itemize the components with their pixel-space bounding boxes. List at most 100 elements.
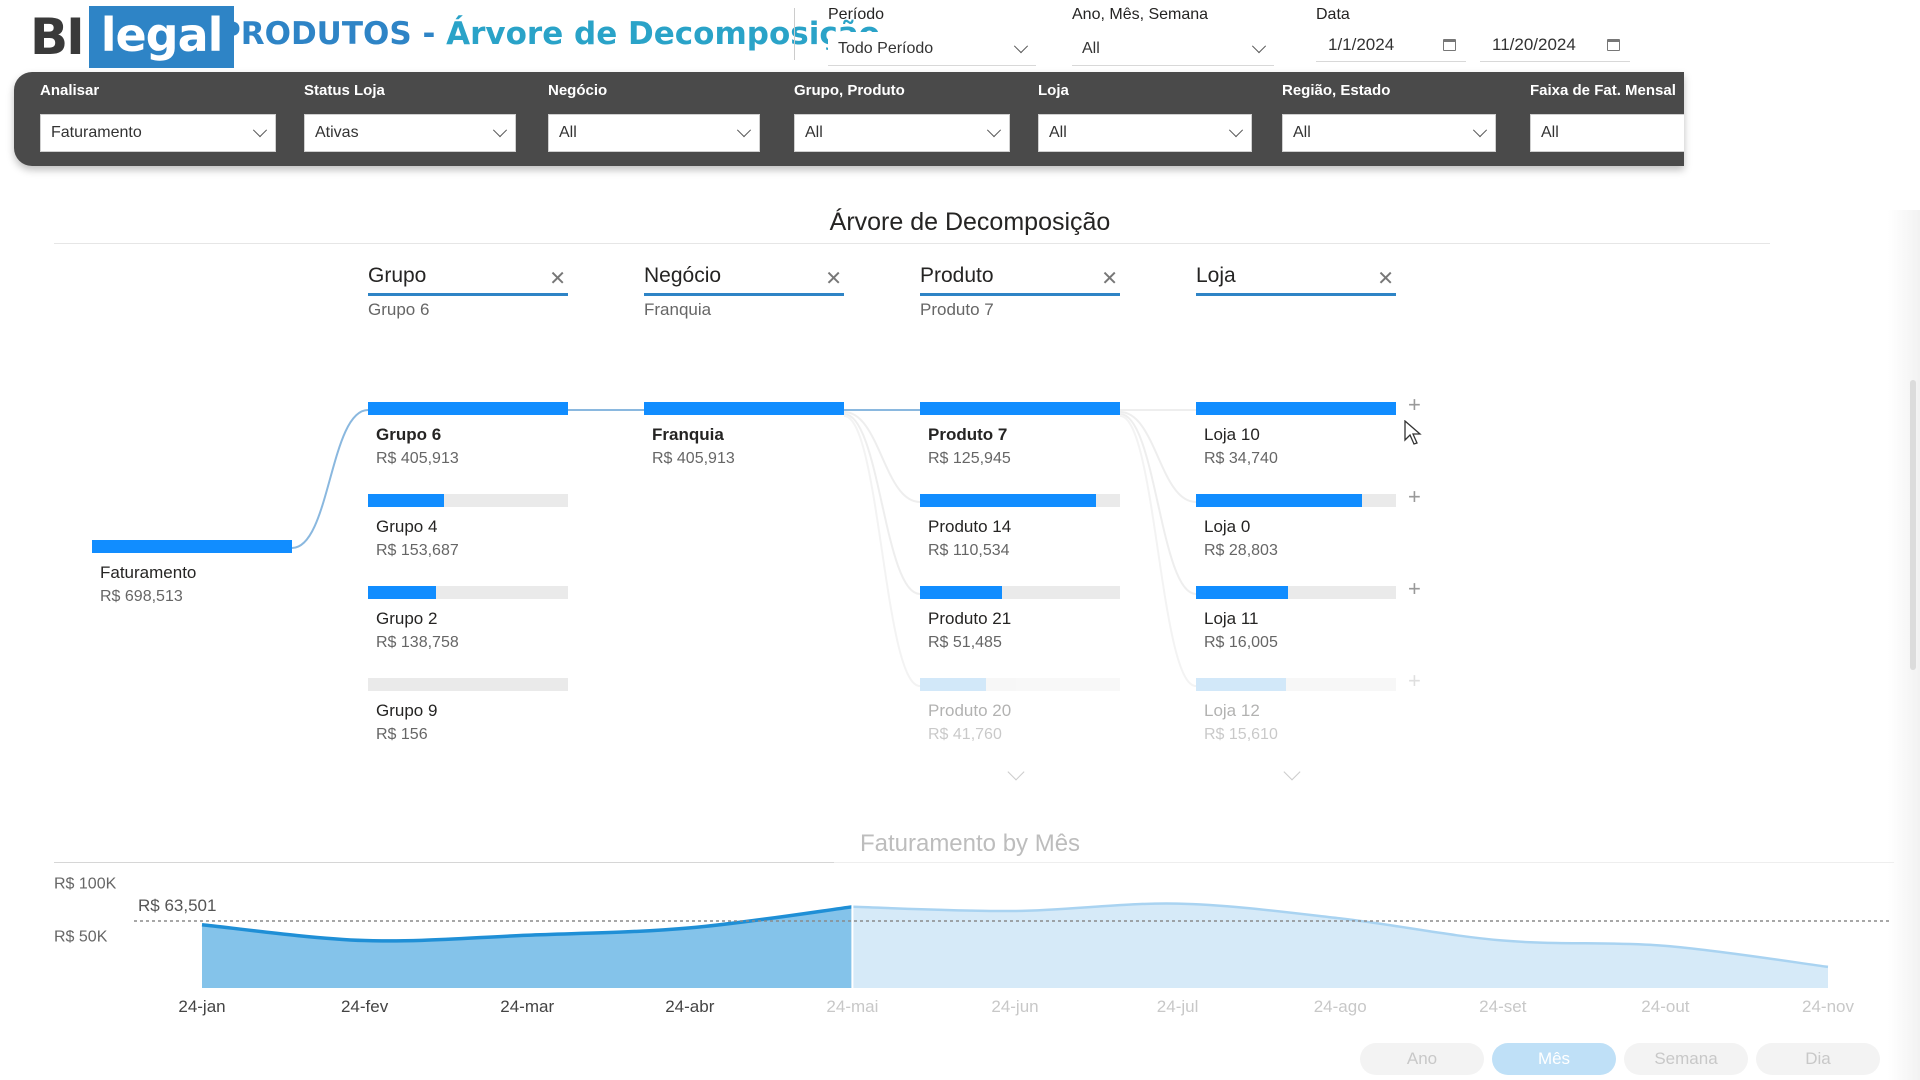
node-bar-fill	[1196, 402, 1396, 415]
filter-band: Analisar Faturamento Status Loja Ativas …	[14, 72, 1684, 166]
loja-label: Loja	[1038, 82, 1069, 99]
tree-column-header[interactable]: Grupo ✕	[368, 262, 568, 296]
node-bar-track	[1196, 586, 1396, 599]
x-tick-label: 24-out	[1641, 997, 1689, 1016]
loja-dropdown[interactable]: All	[1038, 114, 1252, 152]
node-value: R$ 698,513	[100, 588, 183, 605]
tree-node-produto[interactable]: Produto 20 R$ 41,760	[920, 678, 1120, 744]
expand-plus-icon[interactable]: +	[1408, 392, 1421, 417]
page-title: PRODUTOS - Árvore de Decomposição	[218, 16, 880, 52]
close-icon[interactable]: ✕	[549, 268, 566, 290]
ano-mes-semana-dropdown[interactable]: All	[1072, 32, 1274, 66]
calendar-icon[interactable]	[1607, 38, 1620, 51]
regiao-estado-dropdown[interactable]: All	[1282, 114, 1496, 152]
tree-node-grupo[interactable]: Grupo 9 R$ 156	[368, 678, 568, 744]
expand-plus-icon[interactable]: +	[1408, 484, 1421, 509]
tree-node-grupo[interactable]: Grupo 2 R$ 138,758	[368, 586, 568, 652]
analisar-dropdown[interactable]: Faturamento	[40, 114, 276, 152]
periodo-value: Todo Período	[838, 39, 934, 57]
node-bar-track	[368, 678, 568, 691]
ano-mes-semana-label: Ano, Mês, Semana	[1072, 6, 1209, 23]
area-faded	[852, 903, 1828, 988]
periodo-dropdown[interactable]: Todo Período	[828, 32, 1036, 66]
tree-node-loja[interactable]: Loja 0 R$ 28,803	[1196, 494, 1396, 560]
node-name: Loja 0	[1204, 517, 1251, 536]
node-value: R$ 156	[376, 726, 428, 743]
regiao-estado-label: Região, Estado	[1282, 82, 1391, 99]
tree-node-root[interactable]: Faturamento R$ 698,513	[92, 540, 292, 606]
tree-node-grupo[interactable]: Grupo 6 R$ 405,913	[368, 402, 568, 468]
y-tick-label: R$ 50K	[54, 928, 108, 945]
connector-loja-faint-1	[1119, 411, 1197, 503]
data-label: Data	[1316, 6, 1350, 23]
grupo-produto-dropdown[interactable]: All	[794, 114, 1010, 152]
x-tick-label: 24-ago	[1314, 997, 1367, 1016]
column-header-label: Negócio	[644, 264, 722, 287]
tree-column-header[interactable]: Produto ✕	[920, 262, 1120, 296]
expand-plus-icon[interactable]: +	[1408, 668, 1421, 693]
date-end-input[interactable]: 11/20/2024	[1480, 28, 1630, 62]
tree-node-loja[interactable]: Loja 12 R$ 15,610	[1196, 678, 1396, 744]
status-loja-label: Status Loja	[304, 82, 385, 99]
connector-root-grupo	[291, 409, 369, 549]
column-selected-value: Grupo 6	[368, 300, 430, 319]
node-value: R$ 34,740	[1204, 450, 1278, 467]
node-value: R$ 51,485	[928, 634, 1002, 651]
date-start-value: 1/1/2024	[1328, 34, 1395, 54]
tree-node-produto[interactable]: Produto 7 R$ 125,945	[920, 402, 1120, 468]
calendar-icon[interactable]	[1443, 38, 1456, 51]
tree-node-negocio[interactable]: Franquia R$ 405,913	[644, 402, 844, 468]
node-bar-fill	[368, 402, 568, 415]
node-name: Franquia	[652, 425, 724, 444]
node-bar-fill	[1196, 586, 1288, 599]
node-bar-track	[644, 402, 844, 415]
close-icon[interactable]: ✕	[1101, 268, 1118, 290]
tree-column-header[interactable]: Negócio ✕	[644, 262, 844, 296]
granularity-button-semana[interactable]: Semana	[1624, 1043, 1748, 1075]
node-bar-track	[920, 494, 1120, 507]
node-bar-fill	[920, 402, 1120, 415]
close-icon[interactable]: ✕	[825, 268, 842, 290]
node-name: Grupo 4	[376, 517, 438, 536]
line-highlight	[201, 905, 853, 943]
tree-node-grupo[interactable]: Grupo 4 R$ 153,687	[368, 494, 568, 560]
x-tick-label: 24-set	[1479, 997, 1527, 1016]
page-title-main: PRODUTOS -	[218, 16, 447, 52]
tree-column-header[interactable]: Loja ✕	[1196, 262, 1396, 296]
negocio-label: Negócio	[548, 82, 608, 99]
granularity-button-dia[interactable]: Dia	[1756, 1043, 1880, 1075]
node-value: R$ 125,945	[928, 450, 1011, 467]
tree-node-produto[interactable]: Produto 14 R$ 110,534	[920, 494, 1120, 560]
status-loja-dropdown[interactable]: Ativas	[304, 114, 516, 152]
node-value: R$ 138,758	[376, 634, 459, 651]
faixa-fat-dropdown[interactable]: All	[1530, 114, 1684, 152]
tree-node-loja[interactable]: Loja 10 R$ 34,740	[1196, 402, 1396, 468]
node-name: Produto 20	[928, 701, 1012, 720]
node-bar-track	[368, 402, 568, 415]
x-tick-label: 24-jul	[1157, 997, 1199, 1016]
tree-node-loja[interactable]: Loja 11 R$ 16,005	[1196, 586, 1396, 652]
faixa-fat-label: Faixa de Fat. Mensal	[1530, 82, 1676, 99]
column-selected-value: Franquia	[644, 300, 712, 319]
node-name: Loja 11	[1204, 609, 1259, 628]
date-start-input[interactable]: 1/1/2024	[1316, 28, 1466, 62]
periodo-label: Período	[828, 6, 885, 23]
node-name: Grupo 9	[376, 701, 438, 720]
granularity-button-ano[interactable]: Ano	[1360, 1043, 1484, 1075]
negocio-dropdown[interactable]: All	[548, 114, 760, 152]
ano-mes-semana-value: All	[1082, 39, 1100, 57]
connector-produto-faint-3	[843, 415, 921, 687]
data-filter: Data	[1316, 6, 1636, 32]
expand-plus-icon[interactable]: +	[1408, 576, 1421, 601]
ano-mes-semana-filter: Ano, Mês, Semana All	[1072, 6, 1274, 66]
granularity-button-mes[interactable]: Mês	[1492, 1043, 1616, 1075]
scrollbar[interactable]	[1910, 380, 1916, 670]
close-icon[interactable]: ✕	[1377, 268, 1394, 290]
node-value: R$ 153,687	[376, 542, 459, 559]
node-bar-fill	[920, 678, 986, 691]
node-name: Faturamento	[100, 563, 197, 582]
tree-node-produto[interactable]: Produto 21 R$ 51,485	[920, 586, 1120, 652]
page-title-accent: Árvore de Decomposição	[446, 16, 880, 52]
faixa-fat-value: All	[1541, 124, 1559, 141]
